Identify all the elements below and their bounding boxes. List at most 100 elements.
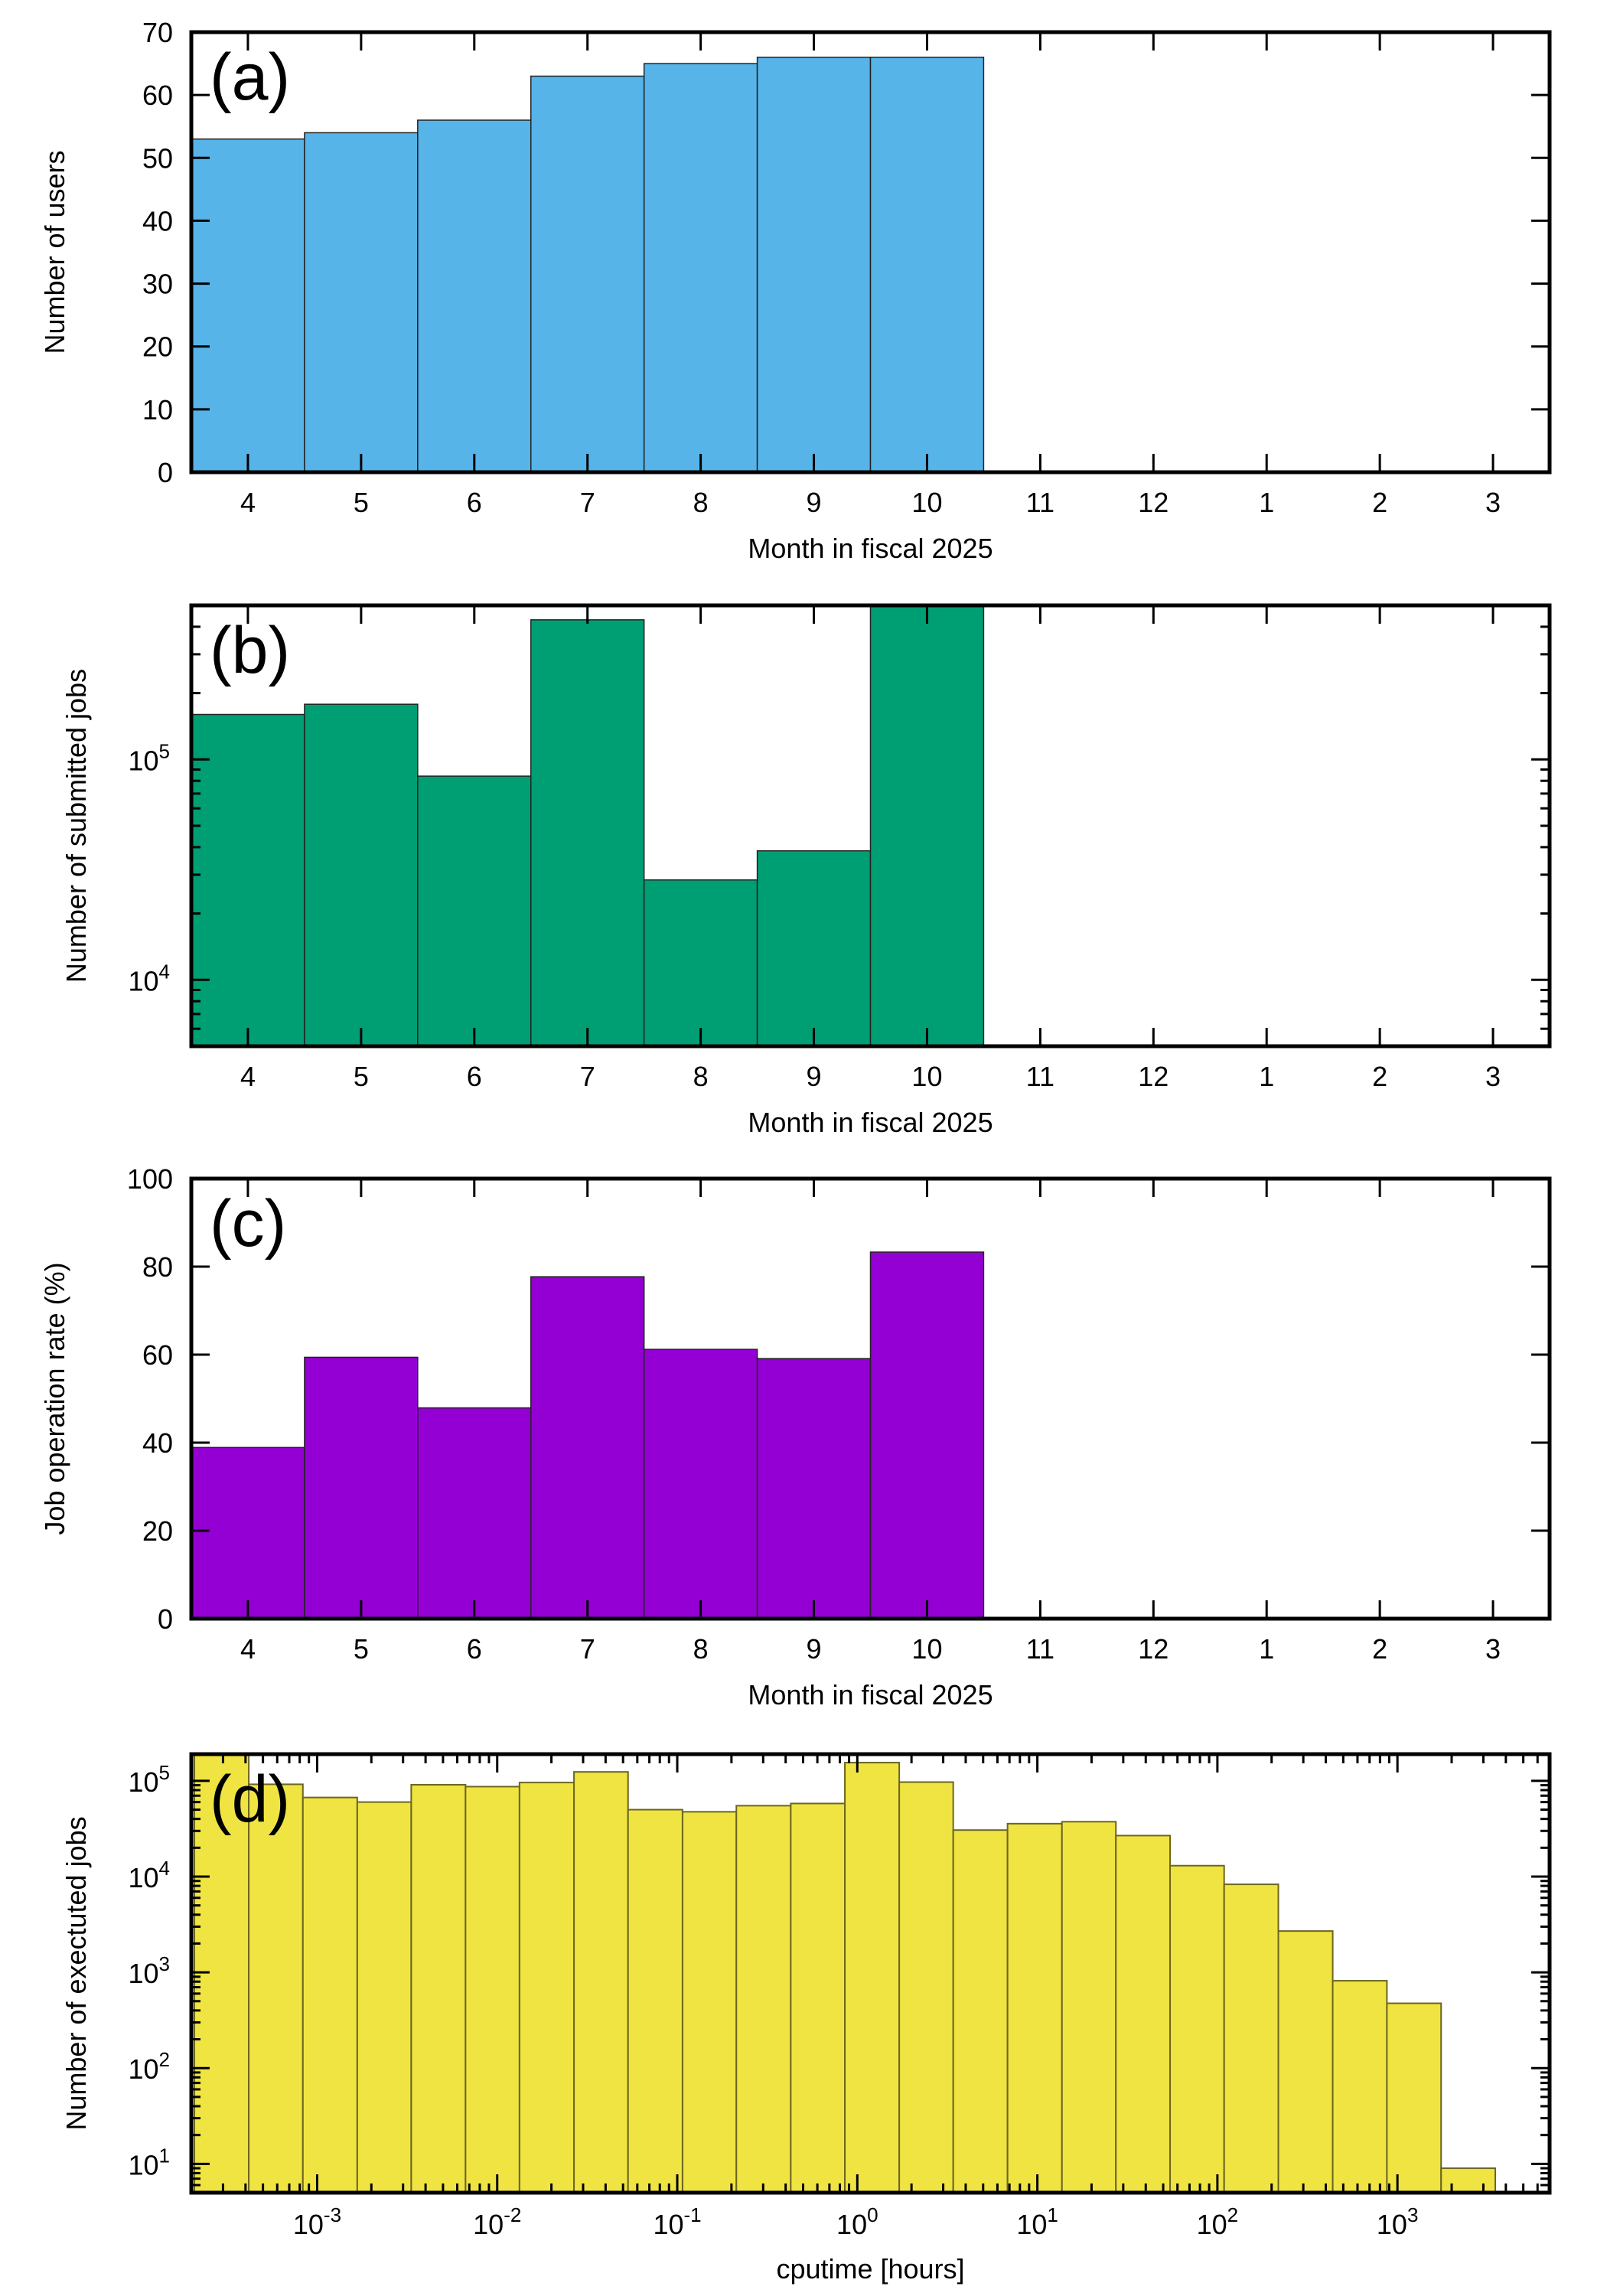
histogram-bar: [1169, 1864, 1225, 2194]
histogram-bar: [952, 1829, 1009, 2193]
y-tick-label-exponent: 2: [159, 2048, 170, 2071]
bars-group: [191, 605, 985, 1047]
y-tick-label-exponent: 5: [159, 739, 170, 762]
x-tick-label: 4: [240, 487, 256, 518]
x-tick-label-exponent: -2: [504, 2203, 521, 2226]
ticks-group: [191, 31, 1550, 474]
y-tick-label: 104: [128, 960, 170, 996]
bar-month-8: [643, 879, 758, 1047]
x-tick-label: 103: [1377, 2203, 1419, 2240]
panel-c-operation-rate: (c) Month in fiscal 2025 Job operation r…: [39, 1163, 1552, 1711]
bar-month-10: [869, 605, 985, 1047]
y-tick-label: 50: [142, 142, 173, 174]
histogram-bar: [898, 1781, 954, 2193]
x-tick-label-base: 10: [473, 2209, 504, 2240]
x-tick-label: 10: [911, 1633, 942, 1665]
y-tick-label: 105: [128, 1761, 170, 1798]
x-tick-label: 10-1: [653, 2203, 701, 2240]
x-tick-label: 3: [1485, 1633, 1501, 1665]
x-tick-label: 2: [1372, 487, 1387, 518]
x-tick-label: 1: [1259, 1633, 1274, 1665]
x-tick-label: 6: [467, 1061, 482, 1092]
x-tick-label: 9: [807, 487, 822, 518]
x-tick-label: 8: [693, 487, 709, 518]
histogram-bar: [248, 1783, 304, 2193]
y-tick-label-base: 10: [128, 2053, 158, 2085]
x-tick-label: 102: [1197, 2203, 1239, 2240]
x-tick-label-base: 10: [1197, 2209, 1227, 2240]
bar-month-9: [756, 1358, 872, 1619]
x-tick-label: 10: [911, 487, 942, 518]
x-tick-label: 2: [1372, 1061, 1387, 1092]
x-tick-labels: 4 5 6 7 8 9 10 11 12 1 2 3: [240, 1633, 1501, 1665]
x-tick-label: 100: [836, 2203, 878, 2240]
y-tick-label-exponent: 3: [159, 1952, 170, 1975]
histogram-bar: [735, 1805, 792, 2194]
panel-a-users: (a) Month in fiscal 2025 Number of users…: [39, 17, 1552, 564]
bar-month-6: [417, 119, 532, 473]
panel-label: (b): [210, 614, 290, 687]
x-tick-label: 3: [1485, 487, 1501, 518]
bar-month-5: [304, 703, 419, 1047]
bar-month-6: [417, 1407, 532, 1619]
x-tick-label: 6: [467, 1633, 482, 1665]
x-tick-label: 11: [1026, 1633, 1054, 1665]
x-tick-label-exponent: 3: [1407, 2203, 1418, 2226]
panel-d-executed-jobs-histogram: (d) cputime [hours] Number of exectuted …: [60, 1752, 1552, 2285]
x-tick-label: 11: [1026, 1061, 1054, 1092]
y-tick-label: 30: [142, 269, 173, 300]
plot-frame: [189, 1176, 1552, 1621]
x-tick-label-base: 10: [1377, 2209, 1407, 2240]
histogram-bar: [518, 1782, 575, 2194]
x-tick-label: 9: [807, 1061, 822, 1092]
y-tick-label: 80: [142, 1251, 173, 1283]
bar-month-10: [869, 57, 985, 473]
x-tick-label: 6: [467, 487, 482, 518]
panel-label: (a): [210, 41, 290, 114]
x-tick-label: 12: [1138, 1061, 1169, 1092]
bar-month-4: [191, 1446, 305, 1619]
histogram-bar: [844, 1762, 901, 2194]
histogram-bar: [1115, 1835, 1172, 2194]
y-tick-label: 101: [128, 2144, 170, 2180]
x-tick-label: 101: [1016, 2203, 1058, 2240]
y-axis-label: Job operation rate (%): [39, 1262, 70, 1534]
panel-label: (c): [210, 1187, 286, 1261]
x-tick-label-base: 10: [836, 2209, 867, 2240]
histogram-bar: [410, 1784, 467, 2193]
x-axis-label: Month in fiscal 2025: [748, 1107, 993, 1138]
y-tick-label-base: 10: [128, 2149, 158, 2180]
histogram-bar: [1006, 1822, 1063, 2193]
y-tick-label: 104: [128, 1857, 170, 1893]
histogram-bar: [1386, 2002, 1442, 2193]
y-tick-label: 70: [142, 17, 173, 48]
x-tick-label: 4: [240, 1061, 256, 1092]
y-tick-label-exponent: 4: [159, 1857, 170, 1880]
y-tick-label: 60: [142, 80, 173, 111]
bar-month-8: [643, 63, 758, 473]
histogram-bar: [1277, 1930, 1334, 2193]
x-tick-label: 7: [580, 1061, 595, 1092]
x-tick-label: 10-2: [473, 2203, 521, 2240]
plot-frame: [189, 603, 1552, 1049]
y-tick-label-base: 10: [128, 1862, 158, 1893]
y-axis-label: Number of submitted jobs: [60, 669, 92, 983]
histogram-bar: [356, 1801, 412, 2193]
x-tick-label: 9: [807, 1633, 822, 1665]
x-tick-label: 1: [1259, 487, 1274, 518]
bar-month-6: [417, 775, 532, 1047]
x-tick-label: 2: [1372, 1633, 1387, 1665]
bar-month-5: [304, 132, 419, 473]
y-tick-label-exponent: 4: [159, 960, 170, 983]
x-tick-label: 10: [911, 1061, 942, 1092]
histogram-bar: [681, 1811, 738, 2194]
y-axis-label: Number of users: [39, 150, 70, 354]
bars-group: [191, 1251, 985, 1619]
x-tick-label: 4: [240, 1633, 256, 1665]
x-tick-label-exponent: -1: [683, 2203, 701, 2226]
bar-month-4: [191, 138, 305, 473]
bar-month-7: [530, 75, 645, 473]
plot-frame: [189, 30, 1552, 475]
x-tick-label: 8: [693, 1633, 709, 1665]
x-tick-label: 7: [580, 1633, 595, 1665]
